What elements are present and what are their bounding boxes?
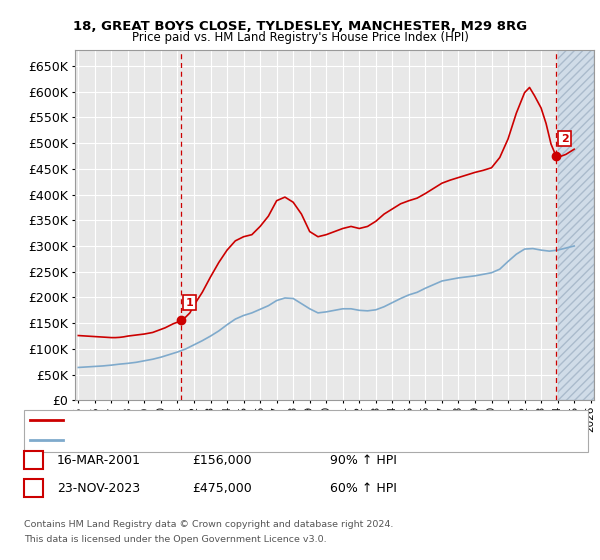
Text: Contains HM Land Registry data © Crown copyright and database right 2024.: Contains HM Land Registry data © Crown c… [24,520,394,529]
Text: 60% ↑ HPI: 60% ↑ HPI [330,482,397,495]
Text: 16-MAR-2001: 16-MAR-2001 [57,454,141,467]
Text: 2: 2 [561,133,569,143]
Text: 2: 2 [29,482,38,495]
Text: 23-NOV-2023: 23-NOV-2023 [57,482,140,495]
Text: £156,000: £156,000 [192,454,251,467]
Bar [557,50,594,400]
Text: £475,000: £475,000 [192,482,252,495]
Bar [557,50,594,400]
Text: 90% ↑ HPI: 90% ↑ HPI [330,454,397,467]
Text: 18, GREAT BOYS CLOSE, TYLDESLEY, MANCHESTER, M29 8RG: 18, GREAT BOYS CLOSE, TYLDESLEY, MANCHES… [73,20,527,32]
Text: 1: 1 [29,454,38,467]
Text: Price paid vs. HM Land Registry's House Price Index (HPI): Price paid vs. HM Land Registry's House … [131,31,469,44]
Text: This data is licensed under the Open Government Licence v3.0.: This data is licensed under the Open Gov… [24,535,326,544]
Text: 18, GREAT BOYS CLOSE, TYLDESLEY, MANCHESTER, M29 8RG (detached house): 18, GREAT BOYS CLOSE, TYLDESLEY, MANCHES… [69,415,483,425]
Text: HPI: Average price, detached house, Wigan: HPI: Average price, detached house, Wiga… [69,435,295,445]
Text: 1: 1 [186,298,194,307]
